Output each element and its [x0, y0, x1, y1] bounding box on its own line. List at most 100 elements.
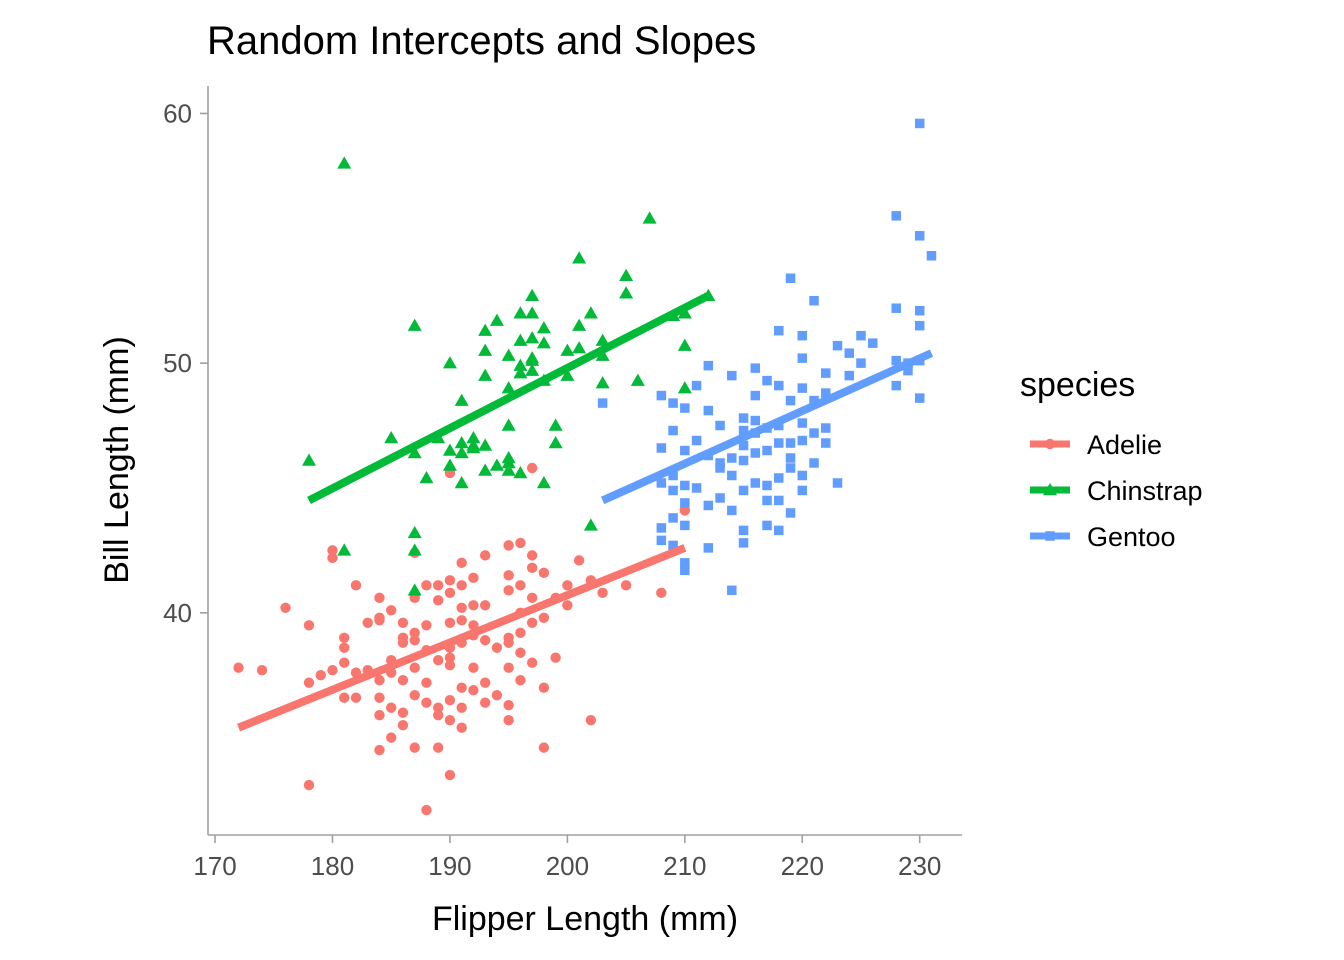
- data-point: [409, 689, 420, 701]
- data-point: [762, 495, 772, 506]
- data-point: [560, 368, 575, 381]
- data-point: [738, 413, 749, 423]
- data-point: [526, 657, 538, 668]
- data-point: [503, 570, 514, 581]
- data-point: [479, 697, 491, 708]
- data-point: [715, 463, 725, 473]
- data-point: [630, 373, 645, 386]
- data-point: [374, 675, 385, 686]
- data-point: [703, 500, 714, 511]
- data-point: [774, 473, 784, 483]
- data-point: [680, 558, 690, 568]
- data-point: [526, 592, 538, 604]
- data-point: [456, 602, 467, 614]
- data-point: [478, 323, 493, 336]
- data-point: [548, 436, 563, 449]
- data-point: [386, 702, 397, 713]
- data-point: [444, 660, 456, 671]
- data-point: [526, 462, 538, 474]
- data-point: [891, 211, 901, 221]
- data-point: [350, 580, 362, 591]
- data-point: [407, 583, 422, 596]
- data-point: [374, 744, 385, 756]
- axes: 170 180 190 200 210 220 230 40 50 60: [163, 86, 962, 881]
- data-point: [315, 670, 326, 681]
- data-point: [456, 702, 467, 713]
- data-point: [442, 443, 457, 456]
- data-point: [407, 318, 422, 331]
- data-point: [456, 615, 467, 626]
- data-point: [597, 398, 608, 408]
- data-point: [797, 353, 808, 363]
- data-point: [738, 485, 749, 496]
- data-point: [444, 714, 456, 726]
- data-point: [515, 537, 526, 549]
- data-point: [536, 336, 551, 349]
- data-point: [513, 465, 528, 479]
- data-point: [339, 642, 350, 653]
- data-point: [526, 550, 538, 561]
- data-point: [595, 348, 610, 361]
- legend-items: Adelie Chinstrap Gentoo: [1030, 430, 1203, 552]
- data-point: [407, 525, 422, 539]
- data-point: [715, 493, 725, 503]
- data-point: [656, 478, 667, 488]
- data-point: [679, 505, 691, 516]
- data-point: [432, 702, 444, 713]
- data-point: [479, 677, 491, 688]
- data-point: [501, 463, 516, 476]
- data-point: [489, 458, 504, 471]
- data-point: [548, 418, 563, 431]
- data-point: [407, 446, 422, 459]
- data-point: [397, 707, 409, 718]
- data-point: [327, 665, 338, 676]
- data-point: [503, 714, 514, 726]
- data-point: [562, 580, 573, 591]
- data-point: [914, 305, 925, 316]
- legend-item-gentoo: Gentoo: [1030, 522, 1176, 552]
- x-tick-label: 230: [898, 851, 941, 881]
- data-point: [386, 732, 397, 743]
- data-point: [914, 320, 925, 331]
- data-point: [785, 453, 796, 463]
- data-point: [536, 475, 551, 489]
- legend-title: species: [1020, 366, 1135, 404]
- data-point: [572, 318, 587, 331]
- data-point: [727, 470, 737, 481]
- data-point: [656, 587, 667, 599]
- data-point: [302, 453, 317, 466]
- data-point: [501, 381, 516, 394]
- data-point: [797, 435, 808, 446]
- data-point: [536, 321, 551, 334]
- data-point: [407, 543, 422, 556]
- data-point: [774, 325, 784, 336]
- data-point: [691, 483, 702, 493]
- data-point: [525, 306, 540, 319]
- data-point: [762, 445, 772, 456]
- data-point: [821, 388, 831, 398]
- data-point: [233, 662, 244, 673]
- data-point: [479, 550, 491, 561]
- x-axis-title: Flipper Length (mm): [432, 900, 738, 938]
- data-point: [444, 575, 456, 586]
- data-point: [926, 251, 937, 261]
- data-point: [468, 600, 479, 611]
- data-point: [809, 428, 819, 438]
- data-point: [750, 390, 761, 401]
- data-point: [513, 306, 528, 319]
- data-point: [738, 455, 749, 466]
- x-tick-label: 180: [311, 851, 354, 881]
- data-point: [491, 689, 503, 701]
- data-point: [856, 330, 866, 341]
- data-point: [832, 478, 843, 488]
- data-point: [677, 381, 692, 394]
- data-point: [444, 769, 456, 781]
- data-point: [560, 343, 575, 356]
- data-point: [513, 358, 528, 371]
- data-point: [397, 675, 409, 686]
- data-point: [703, 405, 714, 416]
- data-point: [456, 682, 467, 693]
- data-point: [750, 448, 761, 458]
- data-point: [456, 722, 467, 733]
- data-point: [727, 370, 737, 381]
